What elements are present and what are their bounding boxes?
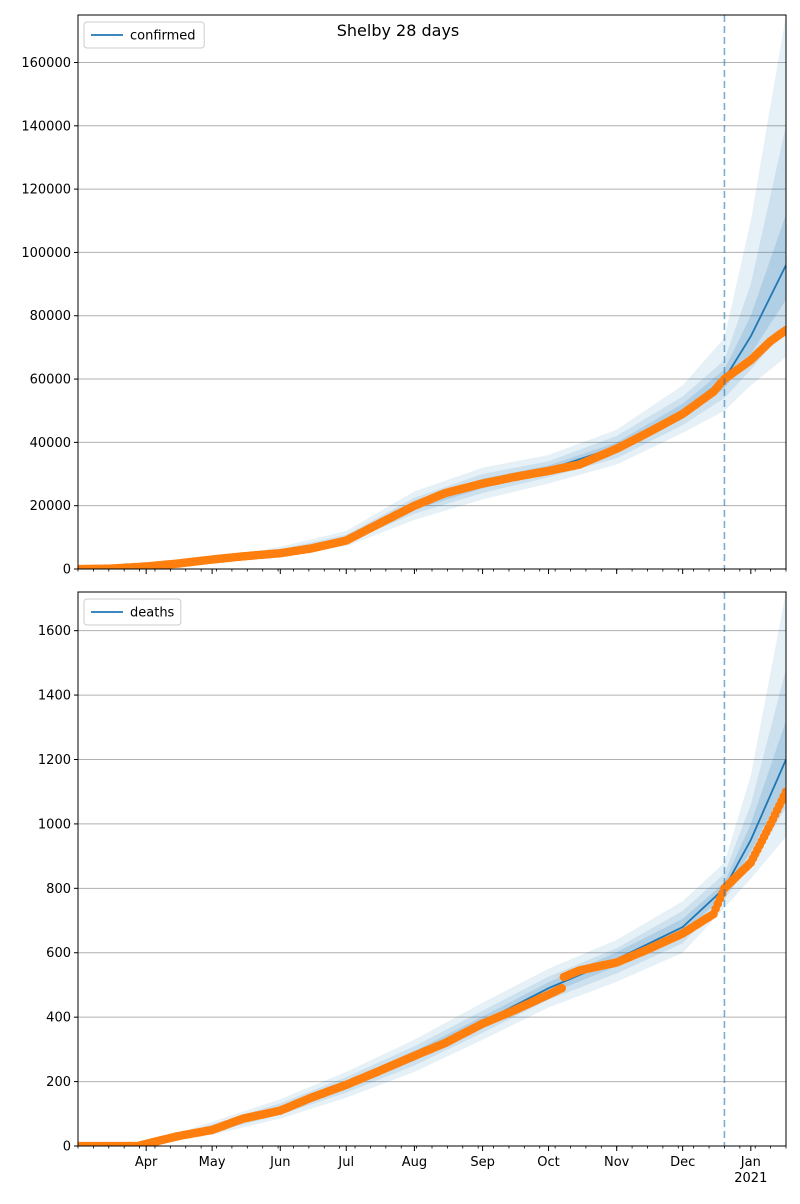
x-tick-label-dec: Dec [670,1155,695,1170]
y-tick-label-20000: 20000 [30,499,71,514]
plot-area [78,592,786,1146]
observed-point [781,325,786,335]
y-tick-label-120000: 120000 [21,183,71,198]
x-tick-label-jan: Jan [740,1155,761,1170]
y-tick-label-1200: 1200 [38,753,71,768]
observed-point [557,983,567,993]
figure-title: Shelby 28 days [337,21,460,40]
y-tick-label-60000: 60000 [30,373,71,388]
y-tick-label-1000: 1000 [38,817,71,832]
deaths-panel: 0 200 400 600 800 1000 1200 1400 1600 Apr May Jun Ju… [38,591,787,1186]
y-tick-label-600: 600 [46,946,71,961]
confirmed-panel: 0 20000 40000 60000 80000 100000 120000 140000 1… [21,14,787,578]
y-tick-label-160000: 160000 [21,56,71,71]
x-tick-label-jun: Jun [269,1155,290,1170]
uncertainty-band-1 [78,15,786,569]
y-tick-label-80000: 80000 [30,309,71,324]
y-tick-label-1400: 1400 [38,689,71,704]
y-tick-label-800: 800 [46,882,71,897]
y-tick-label-200: 200 [46,1075,71,1090]
legend-box [83,21,205,49]
legend: deaths [83,598,182,626]
x-tick-label-aug: Aug [402,1155,427,1170]
y-tick-label-100000: 100000 [21,246,71,261]
x-tick-label-sep: Sep [470,1155,495,1170]
y-tick-label-40000: 40000 [30,436,71,451]
x-tick-label-nov: Nov [604,1155,630,1170]
legend-label-deaths: deaths [130,606,175,621]
uncertainty-band-1 [78,592,786,1146]
legend-label-confirmed: confirmed [130,29,196,44]
legend: confirmed [83,21,205,49]
uncertainty-band-2 [78,125,786,569]
x-tick-label-oct: Oct [537,1155,559,1170]
x-year-label: 2021 [734,1171,767,1186]
legend-box [83,598,182,626]
observed-point [781,787,786,796]
x-tick-label-apr: Apr [135,1155,158,1170]
y-tick-label-0: 0 [63,563,71,578]
y-tick-label-0: 0 [63,1140,71,1155]
y-tick-label-1600: 1600 [38,624,71,639]
y-tick-label-400: 400 [46,1011,71,1026]
y-tick-label-140000: 140000 [21,119,71,134]
x-tick-label-may: May [199,1155,226,1170]
x-tick-label-jul: Jul [337,1155,354,1170]
plot-area [78,15,786,569]
